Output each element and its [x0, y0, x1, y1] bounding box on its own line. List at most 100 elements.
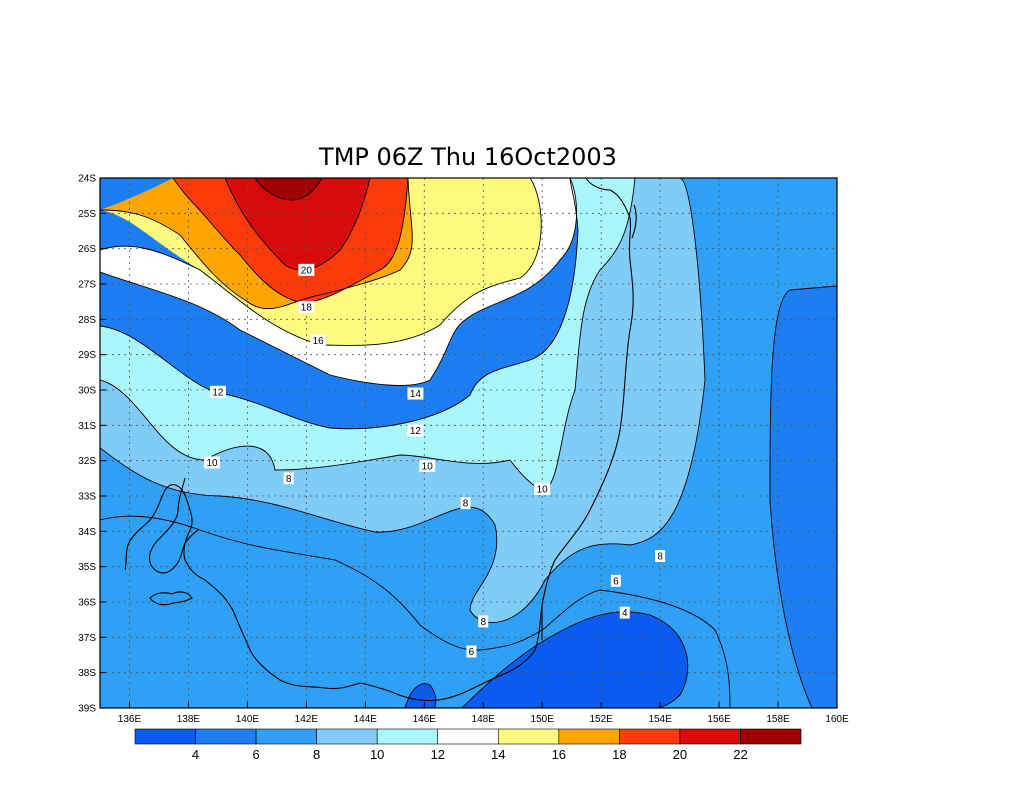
contour-label: 18 [301, 302, 313, 313]
contour-line-6 [100, 515, 731, 708]
x-tick-label: 136E [118, 714, 142, 725]
colorbar-labels: 4 6 8 10 12 14 16 18 20 22 [192, 747, 748, 762]
y-tick-label: 29S [78, 350, 96, 361]
coastline-island [149, 591, 193, 606]
colorbar-swatch [679, 728, 741, 745]
y-tick-label: 34S [78, 527, 96, 538]
contour-label-box [610, 574, 621, 587]
color-band-6-8 [100, 178, 837, 708]
contour-line-16 [100, 178, 413, 310]
plot-area: 20 18 16 14 12 12 10 10 10 8 8 8 8 6 6 4 [100, 178, 837, 708]
x-tick-label: 154E [648, 714, 672, 725]
y-tick-label: 38S [78, 668, 96, 679]
color-band-below-4-south [462, 611, 688, 708]
contour-label-box [298, 300, 315, 313]
contour-label-box [655, 550, 666, 563]
colorbar-swatch [376, 728, 439, 745]
x-tick-label: 152E [589, 714, 613, 725]
plot-frame [99, 177, 838, 709]
contour-label: 4 [622, 608, 628, 619]
contour-label: 12 [410, 426, 422, 437]
colorbar-label: 22 [733, 747, 747, 762]
contour-label: 8 [480, 617, 486, 628]
contour-line-12 [100, 178, 578, 386]
contour-label: 8 [286, 474, 292, 485]
colorbar [134, 728, 802, 745]
coastline-river [631, 204, 637, 239]
contour-label: 8 [657, 552, 663, 563]
y-tick-label: 32S [78, 456, 96, 467]
contour-label-box [209, 385, 226, 398]
contour-label-box [419, 459, 436, 472]
colorbar-label: 20 [673, 747, 687, 762]
color-band-10-12 [100, 178, 635, 491]
contour-line-8-south [100, 178, 706, 623]
x-tick-label: 150E [531, 714, 555, 725]
x-tick-label: 146E [413, 714, 437, 725]
coastline-south [124, 484, 361, 690]
x-tick-label: 156E [707, 714, 731, 725]
contour-line-14 [100, 178, 542, 346]
colorbar-swatch [255, 728, 317, 745]
color-band-below-4-inlet [405, 683, 436, 708]
coastline-east [359, 178, 634, 702]
contour-label: 10 [537, 484, 549, 495]
colorbar-label: 14 [491, 747, 505, 762]
color-band-12-14 [100, 178, 577, 386]
contour-line-4 [461, 611, 689, 708]
contour-label-box [204, 456, 221, 469]
contour-label-box [478, 615, 489, 628]
contour-label-box [534, 482, 551, 495]
y-tick-label: 27S [78, 280, 96, 291]
x-tick-label: 148E [472, 714, 496, 725]
y-tick-label: 36S [78, 598, 96, 609]
y-tick-label: 25S [78, 209, 96, 220]
contour-label: 8 [463, 499, 469, 510]
colorbar-swatch [437, 728, 499, 745]
colorbar-label: 16 [552, 747, 566, 762]
x-tick-label: 160E [825, 714, 849, 725]
colorbar-label: 8 [313, 747, 320, 762]
color-band-8-10 [100, 178, 705, 623]
colorbar-swatch [740, 728, 802, 745]
contour-line-4-inlet [404, 683, 437, 708]
contour-label-box [407, 424, 424, 437]
map-title: TMP 06Z Thu 16Oct2003 [318, 143, 617, 171]
colorbar-swatch [316, 728, 378, 745]
colorbar-swatch [619, 728, 681, 745]
contour-label: 12 [212, 387, 224, 398]
colorbar-label: 10 [370, 747, 384, 762]
x-axis-ticks: 136E 138E 140E 142E 144E 146E 148E 150E 152E 154E… [118, 702, 849, 725]
contour-line-18 [172, 178, 409, 304]
x-tick-label: 158E [766, 714, 790, 725]
x-tick-label: 144E [354, 714, 378, 725]
contour-label: 14 [410, 389, 422, 400]
y-tick-label: 28S [78, 315, 96, 326]
contour-label-box [466, 645, 477, 658]
contour-line-22 [254, 178, 323, 201]
x-tick-label: 138E [177, 714, 201, 725]
color-band-6-8-east [770, 286, 837, 708]
color-band-22-plus [255, 178, 322, 200]
color-band-20-22 [225, 178, 370, 270]
contour-label-box [283, 472, 294, 485]
colorbar-label: 12 [430, 747, 444, 762]
x-tick-label: 140E [236, 714, 260, 725]
contour-label-box [619, 606, 630, 619]
x-tick-label: 142E [295, 714, 319, 725]
contour-label-box [407, 387, 424, 400]
contour-line-8 [100, 178, 636, 491]
contour-label: 16 [313, 336, 325, 347]
colorbar-swatch [497, 728, 560, 745]
coastline-gulf [148, 477, 199, 574]
y-tick-label: 35S [78, 562, 96, 573]
y-tick-label: 26S [78, 244, 96, 255]
colorbar-label: 18 [612, 747, 626, 762]
contour-label-box [298, 263, 315, 276]
contour-labels: 20 18 16 14 12 12 10 10 10 8 8 8 8 6 6 4 [204, 263, 666, 658]
contour-label: 6 [469, 647, 475, 658]
y-tick-label: 30S [78, 386, 96, 397]
contour-label: 10 [422, 461, 434, 472]
y-tick-label: 24S [78, 174, 96, 185]
